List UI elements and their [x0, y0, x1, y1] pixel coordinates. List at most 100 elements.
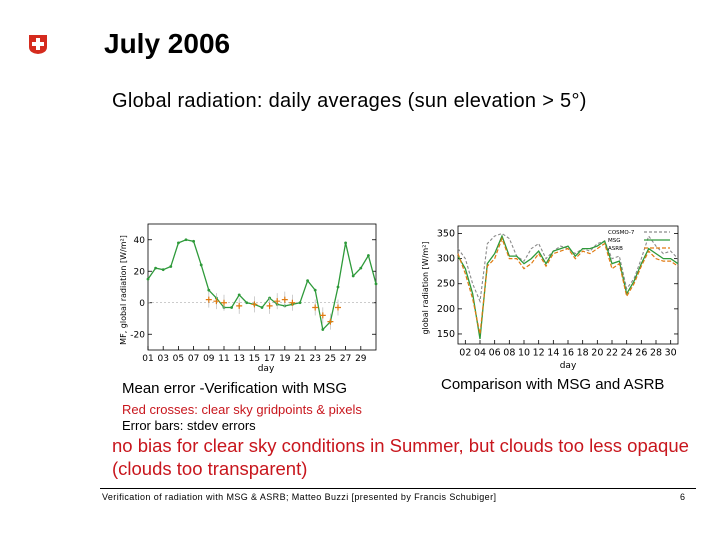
x-tick-label: 17: [264, 354, 275, 364]
plot-frame: [457, 225, 679, 345]
data-point: [306, 279, 309, 283]
series-line-cosmo-7: [457, 232, 679, 304]
left-chart-xlabel: day: [258, 364, 275, 374]
data-point: [199, 263, 203, 267]
clear-sky-cross: [319, 312, 326, 319]
x-tick-label: 19: [279, 354, 291, 364]
data-point: [344, 241, 347, 245]
left-chart-plot: -20 0 20 40 01 03 05 07 09 11 13 15 17 19 21 23 25 27 29: [130, 223, 378, 364]
x-tick-label: 07: [188, 354, 199, 364]
x-tick-label: 09: [203, 354, 215, 364]
x-tick-label: 20: [591, 348, 603, 359]
y-tick-label: 0: [139, 299, 145, 309]
data-point: [161, 268, 165, 272]
x-tick-label: 22: [606, 348, 618, 359]
clear-sky-cross: [221, 299, 227, 306]
y-tick-label: -20: [130, 330, 145, 340]
x-tick-label: 12: [533, 348, 545, 359]
x-tick-label: 29: [355, 354, 367, 364]
data-point: [359, 266, 363, 270]
clear-sky-cross: [327, 318, 334, 325]
y-tick-label: 150: [437, 329, 455, 340]
legend-label: MSG: [608, 238, 621, 244]
x-tick-label: 04: [474, 348, 486, 359]
y-tick-label: 200: [437, 304, 455, 315]
swiss-cross-icon: [29, 35, 47, 54]
x-tick-label: 30: [665, 348, 677, 359]
right-chart-caption: Comparison with MSG and ASRB: [441, 376, 665, 393]
data-point: [169, 265, 173, 268]
x-tick-label: 02: [459, 348, 471, 359]
data-point: [237, 293, 241, 297]
y-tick-label: 300: [437, 254, 455, 265]
data-point: [351, 274, 355, 278]
series-line-msg: [457, 234, 679, 340]
data-point: [298, 301, 302, 305]
mean-error-chart: MF, global radiation [W/m²] day -20 0 20 40…: [119, 223, 378, 374]
data-point: [184, 238, 188, 242]
data-point: [192, 239, 195, 243]
right-chart-ylabel: global radiation [W/m²]: [421, 241, 430, 334]
y-tick-label: 350: [437, 229, 455, 240]
data-point: [374, 282, 378, 286]
clear-sky-cross: [236, 302, 243, 309]
clear-sky-cross: [289, 299, 296, 306]
x-tick-label: 01: [142, 354, 153, 364]
data-point: [177, 241, 180, 245]
x-tick-label: 15: [249, 354, 260, 364]
legend-label: COSMO-7: [608, 230, 635, 236]
error-bars-note: Error bars: stdev errors: [122, 418, 256, 433]
page-number: 6: [680, 492, 686, 502]
left-chart-ylabel: MF, global radiation [W/m²]: [119, 235, 128, 345]
x-tick-label: 25: [325, 354, 336, 364]
x-tick-label: 24: [621, 348, 633, 359]
clear-sky-cross: [335, 304, 341, 311]
x-tick-label: 16: [562, 348, 574, 359]
slide-subtitle: Global radiation: daily averages (sun el…: [112, 90, 587, 112]
conclusion-text: no bias for clear sky conditions in Summ…: [112, 435, 689, 479]
slide-title: July 2006: [104, 28, 231, 59]
series-line-asrb: [457, 236, 679, 335]
clear-sky-cross: [251, 301, 258, 308]
clear-sky-cross: [266, 302, 273, 309]
x-tick-label: 11: [218, 354, 229, 364]
data-point: [321, 328, 325, 331]
data-point: [245, 301, 249, 305]
clear-sky-note: Red crosses: clear sky gridpoints & pixe…: [122, 402, 362, 417]
x-tick-label: 23: [309, 354, 320, 364]
footer-divider: [100, 488, 696, 489]
x-tick-label: 28: [650, 348, 662, 359]
x-tick-label: 21: [294, 354, 305, 364]
clear-sky-cross: [274, 298, 281, 305]
x-tick-label: 06: [489, 348, 501, 359]
clear-sky-cross: [205, 296, 212, 303]
y-tick-label: 250: [437, 279, 455, 290]
x-tick-label: 08: [503, 348, 515, 359]
data-point: [367, 254, 370, 257]
y-tick-label: 20: [134, 267, 146, 277]
x-tick-label: 27: [340, 354, 351, 364]
data-point: [313, 288, 317, 292]
x-tick-label: 14: [547, 348, 559, 359]
left-chart-caption: Mean error -Verification with MSG: [122, 380, 348, 397]
x-tick-label: 18: [577, 348, 589, 359]
data-point: [336, 285, 340, 289]
clear-sky-cross: [312, 304, 319, 311]
data-point: [146, 277, 150, 281]
y-tick-label: 40: [134, 236, 146, 246]
clear-sky-cross: [213, 298, 220, 305]
legend-label: ASRB: [608, 246, 623, 252]
x-tick-label: 10: [518, 348, 530, 359]
plot-frame: [147, 223, 377, 351]
right-chart-xlabel: day: [560, 361, 577, 370]
x-tick-label: 05: [173, 354, 184, 364]
data-point: [207, 288, 211, 292]
x-tick-label: 03: [157, 354, 168, 364]
data-point: [260, 306, 264, 309]
x-tick-label: 26: [635, 348, 647, 359]
x-tick-label: 13: [233, 354, 244, 364]
clear-sky-cross: [281, 296, 288, 303]
data-point: [154, 266, 157, 270]
radiation-comparison-chart: global radiation [W/m²] day 150200250300…: [421, 225, 679, 370]
